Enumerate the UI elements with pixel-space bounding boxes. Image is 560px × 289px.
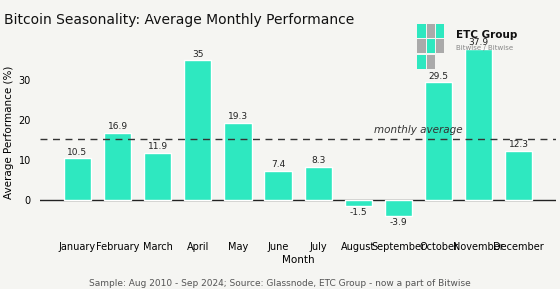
Text: 12.3: 12.3 [509, 140, 529, 149]
Bar [64, 158, 91, 200]
Text: Bitwise / Bitwise: Bitwise / Bitwise [456, 45, 514, 51]
Bar [385, 200, 412, 216]
Text: 10.5: 10.5 [67, 147, 87, 157]
Text: ETC Group: ETC Group [456, 30, 518, 40]
Bar [465, 49, 492, 200]
FancyBboxPatch shape [436, 40, 444, 53]
X-axis label: Month: Month [282, 255, 315, 265]
Text: 37.9: 37.9 [469, 38, 489, 47]
Text: 35: 35 [192, 49, 204, 59]
Y-axis label: Average Performance (%): Average Performance (%) [4, 65, 14, 199]
FancyBboxPatch shape [427, 55, 435, 69]
FancyBboxPatch shape [427, 40, 435, 53]
Text: -1.5: -1.5 [349, 208, 367, 217]
FancyBboxPatch shape [436, 24, 444, 38]
Text: monthly average: monthly average [374, 125, 463, 135]
Bar [305, 167, 332, 200]
FancyBboxPatch shape [417, 55, 426, 69]
Text: 7.4: 7.4 [271, 160, 285, 169]
Text: Bitcoin Seasonality: Average Monthly Performance: Bitcoin Seasonality: Average Monthly Per… [4, 13, 354, 27]
Text: 29.5: 29.5 [428, 72, 449, 81]
Text: 16.9: 16.9 [108, 122, 128, 131]
Bar [184, 60, 212, 200]
Text: 19.3: 19.3 [228, 112, 248, 121]
Bar [104, 133, 131, 200]
Bar [144, 153, 171, 200]
Bar [425, 82, 452, 200]
Text: -3.9: -3.9 [390, 218, 407, 227]
Text: Sample: Aug 2010 - Sep 2024; Source: Glassnode, ETC Group - now a part of Bitwis: Sample: Aug 2010 - Sep 2024; Source: Gla… [89, 279, 471, 288]
FancyBboxPatch shape [427, 24, 435, 38]
Bar [344, 200, 372, 206]
Bar [264, 171, 292, 200]
Bar [225, 123, 251, 200]
Text: 8.3: 8.3 [311, 156, 325, 165]
FancyBboxPatch shape [417, 40, 426, 53]
Text: 11.9: 11.9 [148, 142, 168, 151]
Bar [505, 151, 533, 200]
FancyBboxPatch shape [417, 24, 426, 38]
